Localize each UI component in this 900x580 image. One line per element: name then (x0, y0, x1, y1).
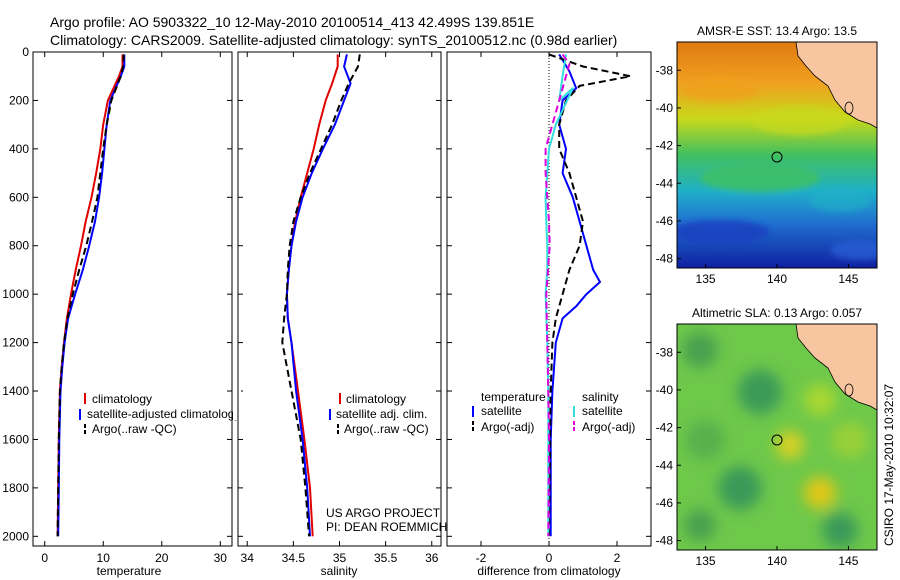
map-y-tick-label: -46 (656, 214, 674, 228)
legend-climatology-sal: climatology (346, 392, 406, 406)
x-tick-label: -2 (476, 551, 487, 565)
salinity-legend: climatology satellite adj. clim. Argo(..… (329, 392, 429, 436)
temperature-axes (32, 51, 233, 547)
difference-xlabel: difference from climatology (477, 564, 620, 578)
figure-title-line2: Climatology: CARS2009. Satellite-adjuste… (50, 32, 617, 48)
series-line-argo-raw-qc- (56, 54, 125, 537)
salinity-xlabel: salinity (321, 564, 358, 578)
map-y-tick-label: -40 (656, 383, 674, 397)
map-x-tick-label: 140 (767, 272, 787, 286)
salinity-axes (237, 51, 442, 547)
map-y-tick-label: -42 (656, 139, 674, 153)
series-line-temperature-satellite (549, 53, 601, 537)
legend-group-temperature: temperature (481, 390, 546, 404)
legend-temp-satellite: satellite (481, 404, 522, 418)
series-line-salinity-argo-adj- (544, 53, 571, 537)
map-y-tick-label: -44 (656, 176, 674, 190)
map-y-tick-label: -48 (656, 252, 674, 266)
series-line-satellite-adjusted-climatology (57, 54, 126, 537)
x-tick-label: 10 (97, 551, 111, 565)
x-tick-label: 34 (241, 551, 255, 565)
x-tick-label: 30 (214, 551, 228, 565)
y-tick-label: 1000 (2, 287, 29, 301)
temperature-xlabel: temperature (97, 564, 162, 578)
series-line-climatology (56, 54, 124, 537)
argo-float-marker (771, 151, 783, 163)
map-x-tick-label: 140 (767, 554, 787, 568)
y-tick-label: 200 (9, 93, 29, 107)
legend-argo-raw-sal: Argo(..raw -QC) (344, 422, 429, 436)
map-y-tick-label: -48 (656, 534, 674, 548)
map-y-tick-label: -44 (656, 458, 674, 472)
legend-climatology: climatology (92, 392, 152, 406)
legend-argo-raw: Argo(..raw -QC) (92, 422, 177, 436)
map-y-tick-label: -46 (656, 496, 674, 510)
series-line-temperature-argo-adj- (548, 53, 632, 537)
map-x-tick-label: 135 (696, 272, 716, 286)
legend-sal-satellite: satellite (582, 404, 623, 418)
pi-credit: PI: DEAN ROEMMICH (326, 520, 447, 534)
y-tick-label: 600 (9, 190, 29, 204)
sla-map (677, 324, 877, 550)
x-tick-label: 35 (333, 551, 347, 565)
temperature-legend: climatology satellite-adjusted climatolo… (79, 392, 240, 436)
legend-sal-argo: Argo(-adj) (582, 420, 635, 434)
y-tick-label: 1200 (2, 336, 29, 350)
map-x-tick-label: 145 (838, 554, 858, 568)
project-credit: US ARGO PROJECT (326, 506, 441, 520)
map-x-tick-label: 145 (838, 272, 858, 286)
x-tick-label: 35.5 (374, 551, 398, 565)
x-tick-label: 0 (546, 551, 553, 565)
x-tick-label: 20 (155, 551, 169, 565)
map-y-tick-label: -38 (656, 63, 674, 77)
y-tick-label: 1800 (2, 481, 29, 495)
legend-temp-argo: Argo(-adj) (481, 420, 534, 434)
y-tick-label: 1600 (2, 432, 29, 446)
figure-title-line1: Argo profile: AO 5903322_10 12-May-2010 … (50, 14, 534, 30)
x-tick-label: 34.5 (282, 551, 306, 565)
sst-map-title: AMSR-E SST: 13.4 Argo: 13.5 (697, 24, 857, 38)
difference-legend: temperature salinity satellite satellite… (472, 390, 635, 434)
sst-map (677, 42, 877, 268)
series-line-satellite-adj-clim- (285, 54, 352, 537)
y-tick-label: 400 (9, 142, 29, 156)
y-tick-label: 2000 (2, 529, 29, 543)
coastline-land (795, 42, 877, 129)
series-line-salinity-satellite (544, 54, 574, 537)
x-tick-label: 36 (425, 551, 439, 565)
series-line-argo-raw-qc- (281, 54, 361, 537)
map-y-tick-label: -40 (656, 101, 674, 115)
x-tick-label: 0 (41, 551, 48, 565)
csiro-timestamp: CSIRO 17-May-2010 10:32:07 (882, 384, 896, 546)
argo-float-marker-sla (771, 434, 783, 446)
map-y-tick-label: -38 (656, 345, 674, 359)
legend-group-salinity: salinity (582, 390, 619, 404)
y-tick-label: 800 (9, 239, 29, 253)
x-tick-label: 2 (614, 551, 621, 565)
coastline-land-sla (795, 324, 877, 411)
map-x-tick-label: 135 (696, 554, 716, 568)
map-y-tick-label: -42 (656, 421, 674, 435)
sla-map-title: Altimetric SLA: 0.13 Argo: 0.057 (692, 306, 862, 320)
y-tick-label: 1400 (2, 384, 29, 398)
y-tick-label: 0 (22, 45, 29, 59)
legend-satellite-adj-clim: satellite adj. clim. (336, 407, 427, 421)
legend-satellite-adjusted-climatology: satellite-adjusted climatology (87, 407, 240, 421)
